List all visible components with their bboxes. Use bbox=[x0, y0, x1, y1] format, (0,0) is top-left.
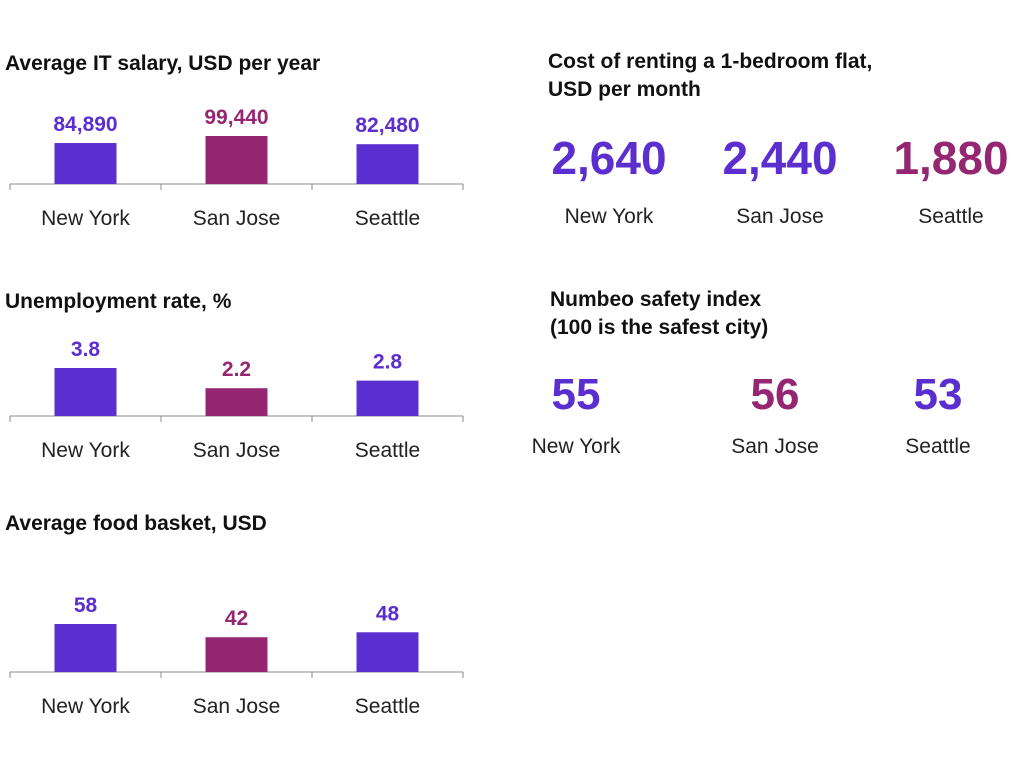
unemployment-value-label: 2.2 bbox=[222, 358, 251, 381]
unemployment-value-label: 3.8 bbox=[71, 338, 101, 361]
rent-value: 2,640 bbox=[551, 132, 667, 184]
safety-kpi-new-york: 55 New York bbox=[491, 373, 661, 459]
unemployment-bar-seattle bbox=[356, 380, 419, 416]
food-basket-category-label: New York bbox=[41, 695, 130, 718]
food-basket-title: Average food basket, USD bbox=[5, 512, 267, 535]
food-basket-bar-seattle bbox=[356, 632, 419, 672]
unemployment-category-label: Seattle bbox=[355, 439, 420, 462]
rent-value: 2,440 bbox=[722, 132, 838, 184]
safety-value: 56 bbox=[750, 370, 800, 419]
unemployment-category-label: San Jose bbox=[193, 439, 281, 462]
safety-title-line-1: Numbeo safety index bbox=[550, 288, 762, 311]
safety-kpi-seattle: 53 Seattle bbox=[853, 373, 1023, 459]
food-basket-chart: 58 New York 42 San Jose 48 Seattle bbox=[9, 594, 464, 718]
it-salary-category-label: New York bbox=[41, 207, 130, 230]
food-basket-value-label: 42 bbox=[225, 607, 248, 630]
it-salary-category-label: Seattle bbox=[355, 207, 420, 230]
unemployment-chart: 3.8 New York 2.2 San Jose 2.8 Seattle bbox=[9, 338, 464, 462]
safety-value: 55 bbox=[551, 370, 601, 419]
unemployment-category-label: New York bbox=[41, 439, 130, 462]
food-basket-value-label: 48 bbox=[376, 602, 400, 625]
it-salary-value-label: 84,890 bbox=[53, 113, 117, 136]
it-salary-bar-seattle bbox=[356, 144, 419, 184]
rent-kpi-san-jose: 2,440 San Jose bbox=[695, 135, 865, 229]
it-salary-chart: 84,890 New York 99,440 San Jose 82,480 Seattl… bbox=[9, 106, 464, 230]
rent-kpi-new-york: 2,640 New York bbox=[524, 135, 694, 229]
food-basket-value-label: 58 bbox=[74, 594, 98, 617]
rent-title: Cost of renting a 1-bedroom flat, USD pe… bbox=[548, 48, 872, 104]
it-salary-bar-san-jose bbox=[205, 136, 268, 184]
rent-value: 1,880 bbox=[893, 132, 1009, 184]
safety-value: 53 bbox=[913, 370, 963, 419]
rent-title-line-1: Cost of renting a 1-bedroom flat, bbox=[548, 50, 873, 73]
rent-kpi-seattle: 1,880 Seattle bbox=[866, 135, 1028, 229]
unemployment-bar-new-york bbox=[54, 368, 117, 416]
safety-title-line-2: (100 is the safest city) bbox=[550, 316, 769, 339]
food-basket-bar-san-jose bbox=[205, 637, 268, 672]
rent-city-label: San Jose bbox=[736, 205, 824, 228]
safety-city-label: New York bbox=[531, 435, 621, 458]
safety-kpi-san-jose: 56 San Jose bbox=[690, 373, 860, 459]
unemployment-bar-san-jose bbox=[205, 388, 268, 416]
it-salary-title: Average IT salary, USD per year bbox=[5, 52, 321, 75]
food-basket-bar-new-york bbox=[54, 624, 117, 672]
rent-city-label: Seattle bbox=[918, 205, 984, 228]
it-salary-category-label: San Jose bbox=[193, 207, 281, 230]
safety-city-label: Seattle bbox=[905, 435, 971, 458]
unemployment-title: Unemployment rate, % bbox=[5, 290, 232, 313]
safety-city-label: San Jose bbox=[731, 435, 819, 458]
it-salary-value-label: 99,440 bbox=[204, 106, 268, 129]
it-salary-bar-new-york bbox=[54, 143, 117, 184]
rent-city-label: New York bbox=[564, 205, 654, 228]
safety-title: Numbeo safety index (100 is the safest c… bbox=[550, 286, 768, 342]
food-basket-category-label: Seattle bbox=[355, 695, 420, 718]
unemployment-value-label: 2.8 bbox=[373, 351, 403, 374]
food-basket-category-label: San Jose bbox=[193, 695, 281, 718]
it-salary-value-label: 82,480 bbox=[355, 114, 419, 137]
rent-title-line-2: USD per month bbox=[548, 78, 701, 101]
